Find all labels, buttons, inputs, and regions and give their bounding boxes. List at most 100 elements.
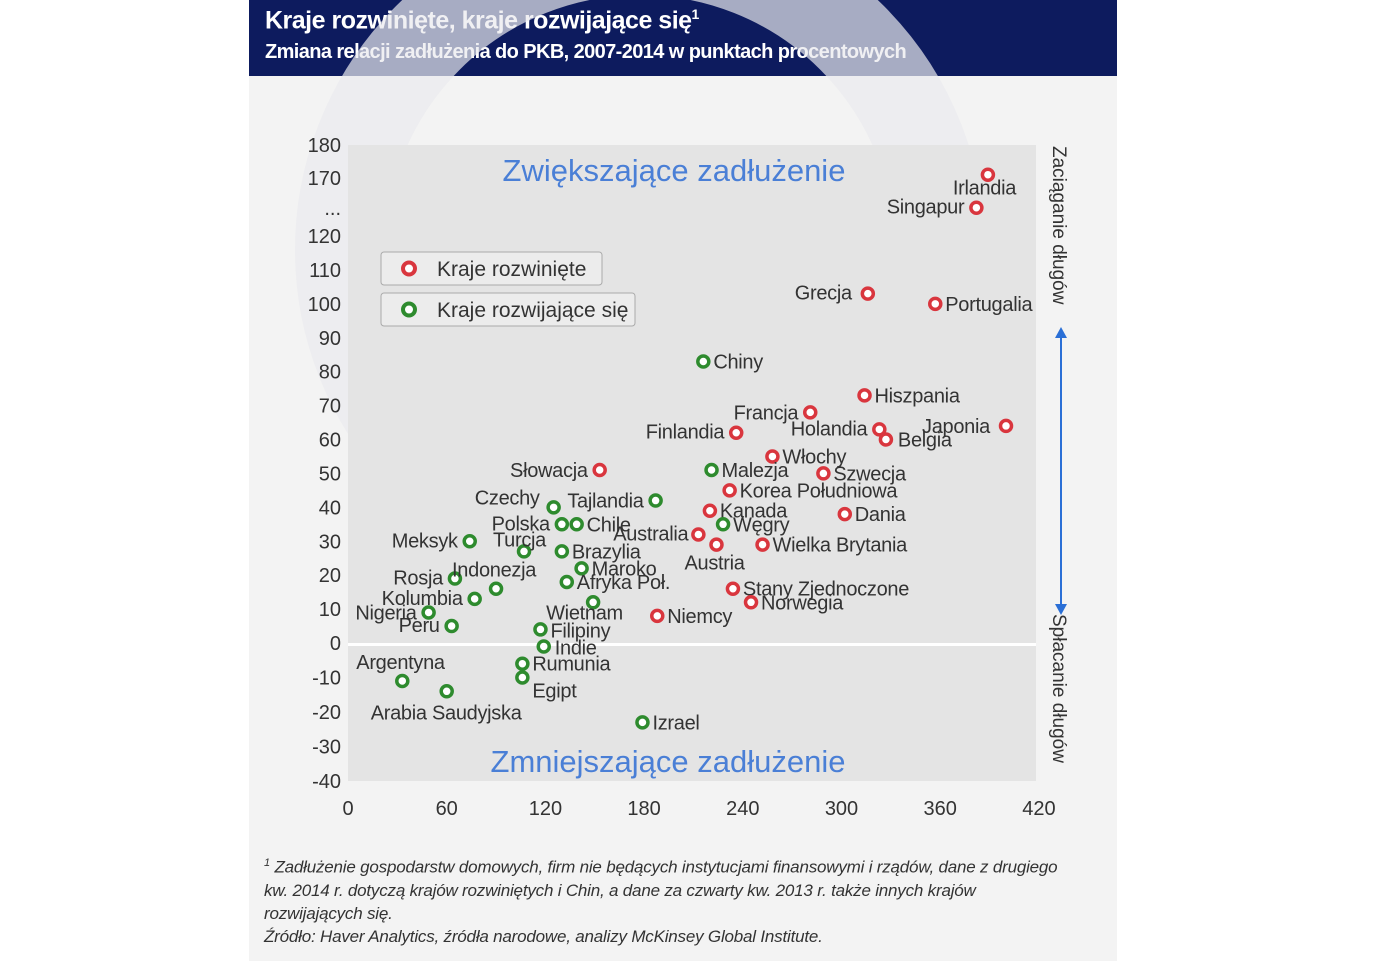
data-point [447,571,463,586]
data-point [715,517,731,532]
data-point [488,581,504,596]
right-axis-label-top: Zaciąganie długów [1048,146,1069,305]
data-label: Holandia [791,418,869,440]
right-axis-label-bottom: Spłacanie długów [1048,614,1069,763]
data-label: Belgia [898,430,953,452]
data-label: Węgry [733,514,790,536]
data-point [554,517,570,532]
data-point [722,483,737,498]
data-point [515,656,530,671]
data-label: Malezja [722,460,790,482]
footnote: 1 Zadłużenie gospodarstw domowych, firm … [264,852,1064,948]
data-point [444,618,459,634]
data-label: Peru [399,615,440,637]
y-tick-label: 50 [319,463,341,485]
data-point [743,595,759,610]
data-label: Arabia Saudyjska [371,702,523,724]
y-tick-label: -30 [312,737,341,759]
data-point [554,544,570,559]
y-tick-label: -40 [312,771,341,793]
x-tick-label: 360 [924,798,957,820]
data-label: Brazylia [572,541,642,563]
data-point [980,167,996,182]
x-tick-label: 240 [726,798,759,820]
legend-item-box [380,292,636,327]
data-label: Turcja [493,529,547,551]
data-point [816,466,831,481]
data-label: Hiszpania [875,385,961,407]
data-point [395,673,410,689]
y-tick-label: 120 [308,226,341,248]
arrow-down-icon [1055,604,1067,615]
data-label: Finlandia [646,422,726,444]
data-point [704,462,719,478]
plot-area-top [348,145,1036,643]
data-point [574,561,589,576]
legend-item-box [380,251,603,286]
y-tick-label: 60 [319,430,341,452]
footnote-text: Zadłużenie gospodarstw domowych, firm ni… [264,857,1058,923]
legend-label: Kraje rozwijające się [437,299,628,322]
y-tick-label: ... [324,198,341,220]
data-point [585,595,601,610]
data-label: Chile [587,514,631,536]
data-label: Irlandia [953,178,1017,200]
data-label: Izrael [652,712,699,734]
data-label: Szwecja [833,463,907,485]
data-point [802,405,818,420]
data-label: Kanada [720,501,788,523]
y-tick-label: 170 [308,168,341,190]
data-label: Dania [855,504,907,526]
data-label: Stany Zjednoczone [743,579,909,601]
arrow-up-icon [1055,327,1067,338]
data-point [648,493,663,508]
data-point [702,503,718,518]
y-tick-label: 110 [309,260,341,282]
data-label: Grecja [795,283,853,305]
plot-area-bottom [348,646,1036,781]
data-label: Włochy [782,446,846,468]
data-point [728,425,744,440]
y-tick-label: 0 [330,633,341,655]
data-point [872,422,887,437]
data-point [421,605,436,620]
y-tick-label: 10 [319,599,341,621]
data-point [635,715,650,730]
data-label: Australia [613,523,689,545]
data-point [969,200,984,215]
data-label: Tajlandia [567,491,644,513]
data-label: Wielka Brytania [773,535,909,557]
y-tick-label: 30 [319,531,341,553]
data-point [592,462,607,478]
data-label: Filipiny [550,620,610,642]
data-label: Maroko [592,558,657,580]
data-label: Argentyna [356,652,446,674]
y-tick-label: 80 [319,362,341,384]
y-tick-label: 20 [319,565,341,587]
data-point [516,544,532,559]
data-label: Słowacja [510,460,589,482]
data-label: Portugalia [945,294,1033,316]
y-tick-label: 40 [319,497,341,519]
data-label: Kolumbia [382,588,464,610]
data-label: Afryka Poł. [577,572,670,594]
data-label: Austria [684,553,745,575]
data-point [533,622,548,637]
data-label: Korea Południowa [740,480,899,502]
source-text: Źródło: Haver Analytics, źródła narodowe… [264,926,823,946]
data-label: Rosja [393,568,444,590]
legend-marker [401,301,417,318]
data-point [462,534,477,549]
data-label: Niemcy [667,606,732,628]
data-point [559,574,575,590]
data-point [878,432,894,447]
y-tick-label: 70 [319,396,341,418]
data-point [928,296,943,312]
data-label: Egipt [532,681,577,703]
legend-marker [401,260,417,277]
data-label: Norwegia [761,592,844,614]
y-tick-label: 90 [319,328,341,350]
data-label: Singapur [887,197,965,219]
data-point [709,537,724,552]
